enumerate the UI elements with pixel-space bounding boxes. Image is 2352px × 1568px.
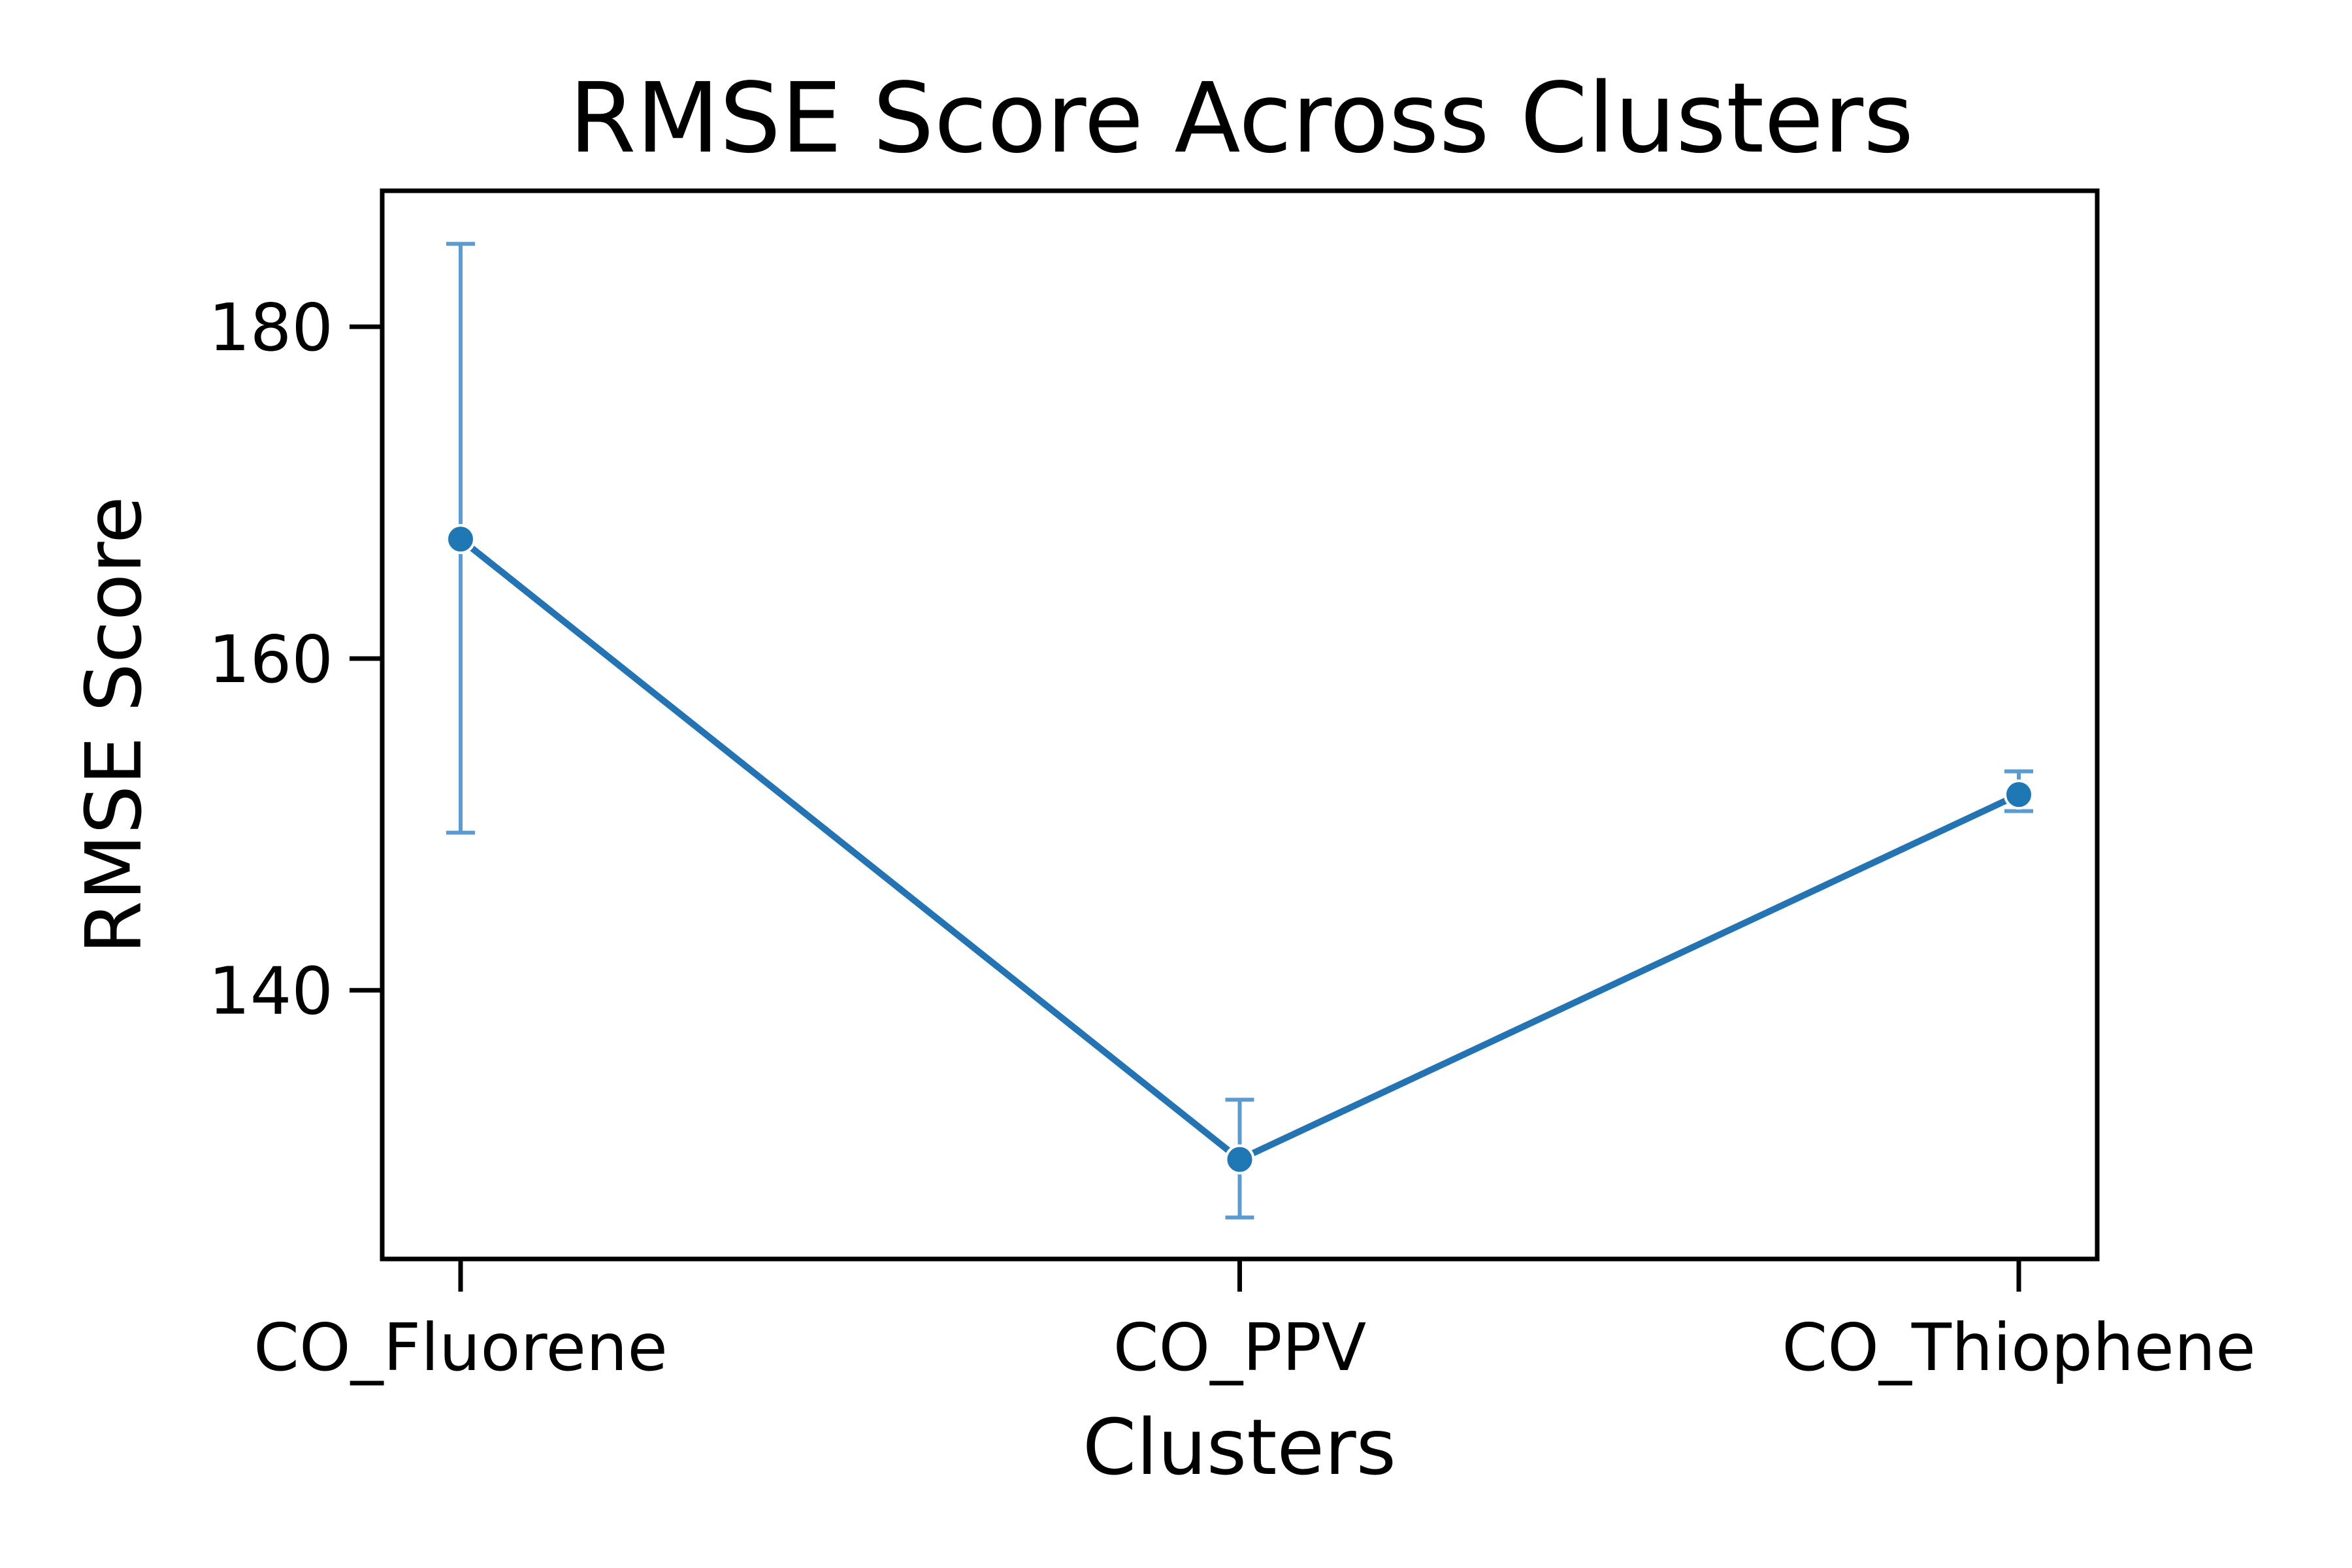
data-point: [446, 524, 476, 555]
x-axis-label: Clusters: [1083, 1402, 1396, 1492]
y-axis-ticks: 140 160 180: [208, 289, 382, 1030]
x-tick-label: CO_PPV: [1113, 1309, 1367, 1386]
axes-frame: [380, 188, 2100, 1262]
y-tick-label: 140: [208, 953, 333, 1030]
plot-area: [446, 242, 2034, 1220]
y-tick-label: 180: [208, 289, 333, 366]
data-point: [1224, 1144, 1255, 1175]
x-axis-ticks: CO_Fluorene CO_PPV CO_Thiophene: [253, 1259, 2256, 1386]
data-point: [2004, 779, 2034, 810]
y-tick-label: 160: [208, 621, 333, 698]
chart-title: RMSE Score Across Clusters: [569, 62, 1914, 174]
y-axis-label: RMSE Score: [69, 496, 159, 954]
x-tick-label: CO_Fluorene: [253, 1309, 668, 1386]
x-tick-label: CO_Thiophene: [1782, 1309, 2255, 1386]
